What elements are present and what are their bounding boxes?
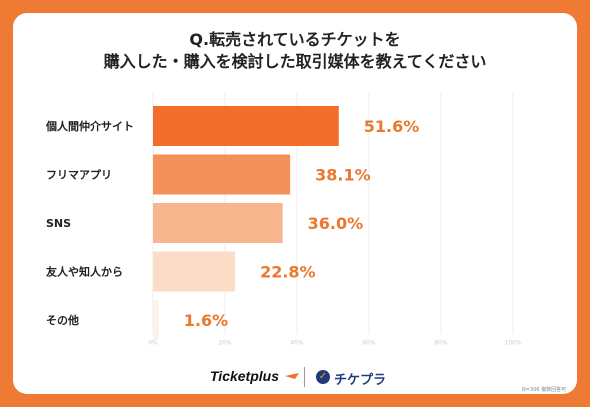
chart-title-line-2: 購入した・購入を検討した取引媒体を教えてください (103, 52, 487, 71)
category-label: 個人間仲介サイト (45, 119, 134, 133)
chikepura-mark-icon: ✓ (316, 370, 330, 384)
survey-card: Q.転売されているチケットを 購入した・購入を検討した取引媒体を教えてください … (13, 13, 577, 394)
logo-divider (304, 367, 305, 387)
sample-note: N=306 複数回答可 (522, 387, 567, 393)
value-label: 38.1% (315, 166, 371, 185)
category-label: その他 (46, 313, 79, 327)
category-label: フリマアプリ (46, 168, 112, 182)
footer-logos: Ticketplus ✓ チケプラ (13, 367, 577, 389)
bar (153, 203, 283, 243)
x-tick-label: 0% (148, 340, 158, 347)
chart-title: Q.転売されているチケットを 購入した・購入を検討した取引媒体を教えてください (13, 29, 577, 73)
category-label: SNS (46, 217, 71, 230)
bar (153, 154, 291, 195)
ticketplus-logo: Ticketplus (210, 368, 279, 384)
bar (153, 106, 339, 146)
x-tick-label: 80% (434, 340, 448, 347)
x-tick-label: 40% (290, 340, 304, 347)
x-tick-label: 60% (362, 340, 376, 347)
value-label: 51.6% (364, 117, 420, 136)
bar (153, 300, 159, 340)
category-label: 友人や知人から (46, 265, 123, 279)
x-tick-label: 100% (504, 340, 521, 347)
chikepura-logo: チケプラ (334, 373, 387, 388)
value-label: 36.0% (308, 214, 364, 233)
chart-title-line-1: Q.転売されているチケットを (189, 30, 401, 49)
bar-chart: 0% 20% 40% 60% 80% 100% 個人間仲介サイト 51.6% フリマアプリ 38.… (45, 91, 522, 347)
bar (153, 251, 236, 292)
x-tick-label: 20% (218, 340, 232, 347)
value-label: 1.6% (184, 311, 228, 330)
plane-icon (285, 373, 299, 379)
value-label: 22.8% (260, 263, 316, 282)
